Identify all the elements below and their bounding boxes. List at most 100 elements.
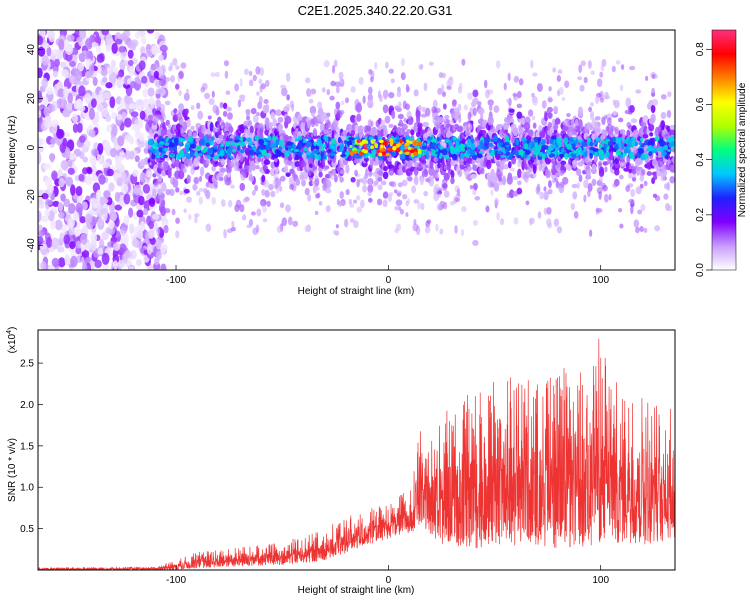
spectrogram-cell (200, 138, 205, 146)
spectrogram-cell (641, 169, 646, 176)
spectrogram-cell (454, 123, 458, 128)
spectrogram-cell (545, 168, 551, 179)
spectrogram-cell (407, 120, 414, 126)
spectrogram-cell (358, 129, 364, 140)
spectrogram-cell (53, 58, 61, 68)
spectrogram-cell (643, 180, 648, 187)
spectrogram-cell (624, 109, 630, 115)
spectrogram-cell (463, 155, 469, 162)
spectrogram-cell (38, 137, 43, 145)
spectrogram-cell (224, 70, 229, 79)
spectrogram-cell (225, 106, 232, 112)
spectrogram-cell (204, 92, 211, 100)
spectrogram-cell (235, 135, 242, 141)
spectrogram-cell (421, 162, 427, 171)
spectrogram-cell (273, 174, 279, 180)
spectrogram-cell (606, 159, 612, 165)
spectrogram-cell (369, 153, 374, 158)
spectrogram-cell (599, 71, 604, 78)
spectrogram-cell (151, 124, 158, 130)
spectrogram-cell (446, 85, 452, 91)
spectrogram-cell (325, 188, 332, 194)
spectrogram-cell (455, 140, 459, 147)
spectrogram-cell (466, 126, 470, 133)
spectrogram-cell (368, 197, 373, 203)
spectrogram-cell (263, 98, 269, 105)
spectrogram-cell (437, 163, 441, 169)
spectrogram-cell (458, 114, 462, 124)
spectrogram-cell (467, 166, 473, 171)
spectrogram-cell (285, 204, 291, 213)
spectrogram-cell (355, 195, 361, 201)
spectrogram-cell (469, 185, 474, 190)
spectrogram-cell (63, 198, 71, 208)
spectrogram-cell (142, 208, 149, 216)
spectrogram-cell (610, 125, 616, 132)
spectrogram-cell (58, 211, 65, 219)
spectrogram-cell (123, 233, 129, 244)
spectrogram-cell (78, 85, 86, 97)
spectrogram-cell (73, 211, 80, 221)
spectrogram-cell (460, 228, 465, 237)
spectrogram-cell (124, 250, 132, 259)
spectrogram-cell (46, 87, 54, 95)
spectrogram-cell (297, 151, 303, 157)
spectrogram-cell (278, 124, 283, 129)
spectrogram-cell (81, 201, 88, 211)
spectrogram-cell (488, 142, 494, 148)
spectrogram-cell (594, 116, 601, 121)
spectrogram-cell (583, 179, 589, 189)
spectrogram-cell (51, 170, 58, 181)
spectrogram-cell (395, 199, 403, 206)
spectrogram-cell (543, 207, 548, 216)
spectrogram-cell (424, 226, 431, 234)
spectrogram-cell (493, 105, 500, 113)
spectrogram-cell (211, 196, 216, 205)
spectrogram-cell (251, 163, 257, 171)
spectrogram-cell (86, 167, 93, 175)
spectrogram-cell (362, 184, 368, 193)
spectrogram-cell (307, 120, 311, 129)
spectrogram-cell (38, 152, 42, 164)
spectrogram-cell (198, 187, 203, 192)
spectrogram-cell (235, 199, 242, 208)
spectrogram-cell (329, 144, 336, 150)
snr-y-tick-label: 0.5 (20, 524, 34, 535)
spectrogram-cell (323, 125, 329, 131)
spectrogram-cell (413, 151, 418, 157)
spectrogram-cell (260, 201, 265, 207)
spectrogram-cell (406, 198, 411, 204)
spectrogram-cell (423, 82, 428, 92)
spectrogram-cell (145, 48, 153, 58)
spectrogram-cell (546, 135, 551, 140)
spectrogram-cell (47, 184, 54, 194)
spectrogram-cell (152, 173, 157, 178)
spectrogram-cell (252, 114, 259, 123)
spectrogram-cell (289, 183, 295, 190)
spectrogram-cell (64, 254, 70, 266)
spectrogram-cell (101, 30, 110, 36)
spectrogram-cell (131, 123, 139, 131)
spectrogram-cell (58, 38, 65, 50)
spectrogram-cell (118, 46, 127, 53)
snr-y-tick-label: 1.0 (20, 483, 34, 494)
spectrogram-cell (41, 215, 49, 223)
snr-y-ticks: 0.51.01.52.02.5 (20, 359, 43, 535)
spectrogram-cell (123, 215, 130, 225)
spectrogram-cell (339, 191, 344, 200)
spectrogram-cell (394, 139, 401, 143)
spectrogram-cell (490, 189, 494, 196)
spectrogram-cell (476, 101, 482, 107)
spectrogram-cell (208, 98, 215, 106)
spectrogram-cell (639, 175, 645, 182)
spectrogram-cell (537, 211, 542, 219)
spectrogram-cell (146, 170, 152, 178)
spectrogram-cell (100, 208, 109, 215)
spectrogram-cell (518, 149, 524, 155)
spectrogram-cell (413, 141, 417, 146)
spectrogram-cell (472, 154, 478, 161)
spectrogram-cell (449, 131, 453, 138)
spectrogram-cell (280, 84, 287, 89)
spectrogram-cell (230, 184, 235, 189)
spectrogram-cell (593, 121, 599, 126)
